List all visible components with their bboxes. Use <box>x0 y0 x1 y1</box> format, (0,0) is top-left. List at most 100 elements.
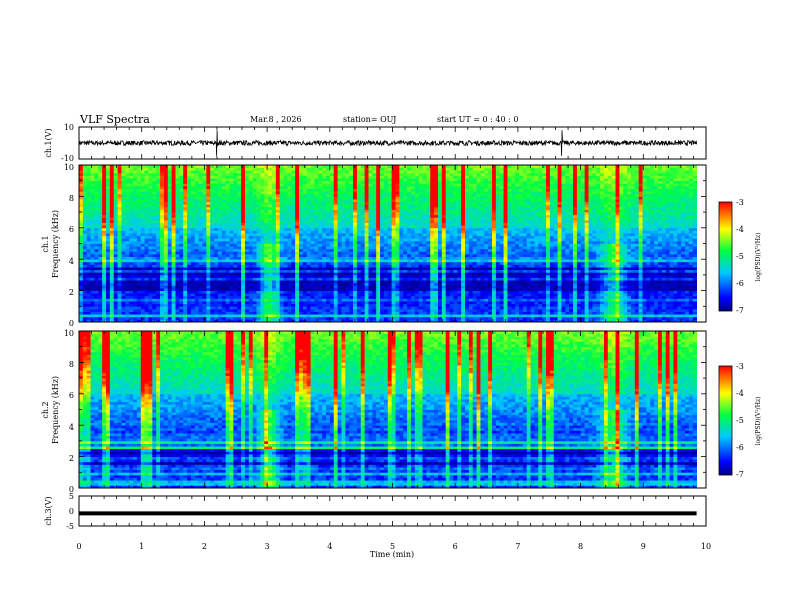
spectrogram-cell <box>90 201 95 205</box>
spectrogram-cell <box>121 303 126 307</box>
spectrogram-cell <box>194 287 200 291</box>
spectrogram-cell <box>368 196 373 200</box>
spectrogram-cell <box>221 298 227 302</box>
spectrogram-cell <box>295 227 300 231</box>
spectrogram-cell <box>268 201 273 205</box>
spectrogram-cell <box>109 235 115 239</box>
spectrogram-cell <box>310 183 315 187</box>
spectrogram-cell <box>387 306 393 310</box>
spectrogram-cell <box>237 269 242 273</box>
spectrogram-cell <box>117 295 122 299</box>
spectrogram-cell <box>206 193 211 197</box>
spectrogram-cell <box>106 191 111 195</box>
spectrogram-cell <box>244 233 250 237</box>
spectrogram-cell <box>109 191 115 195</box>
spectrogram-cell <box>90 274 95 278</box>
spectrogram-cell <box>160 314 165 318</box>
spectrogram-cell <box>272 212 277 216</box>
spectrogram-cell <box>272 316 277 320</box>
spectrogram-cell <box>129 167 134 171</box>
spectrogram-cell <box>113 209 118 213</box>
spectrogram-cell <box>241 185 246 189</box>
spectrogram-cell <box>90 191 95 195</box>
spectrogram-cell <box>214 248 219 252</box>
spectrogram-cell <box>183 298 188 302</box>
spectrogram-cell <box>275 204 281 208</box>
spectrogram-cell <box>79 301 84 305</box>
spectrogram-cell <box>221 222 227 226</box>
spectrogram-cell <box>125 269 130 273</box>
spectrogram-cell <box>264 248 269 252</box>
spectrogram-cell <box>229 199 234 203</box>
spectrogram-cell <box>306 233 311 237</box>
spectrogram-cell <box>202 243 207 247</box>
spectrogram-cell <box>109 199 115 203</box>
spectrogram-cell <box>148 274 153 278</box>
spectrogram-cell <box>202 256 207 260</box>
spectrogram-cell <box>106 196 111 200</box>
spectrogram-cell <box>129 293 134 297</box>
spectrogram-cell <box>102 209 107 213</box>
spectrogram-cell <box>291 269 296 273</box>
spectrogram-cell <box>94 204 99 208</box>
spectrogram-cell <box>268 282 273 286</box>
spectrogram-cell <box>256 293 261 297</box>
spectrogram-cell <box>360 261 366 265</box>
spectrogram-cell <box>210 217 215 221</box>
spectrogram-cell <box>187 191 192 195</box>
spectrogram-cell <box>337 214 342 218</box>
spectrogram-cell <box>133 253 138 257</box>
spectrogram-cell <box>206 314 211 318</box>
spectrogram-cell <box>183 301 188 305</box>
spectrogram-cell <box>136 253 142 257</box>
spectrogram-cell <box>217 272 223 276</box>
spectrogram-cell <box>175 199 180 203</box>
spectrogram-cell <box>252 251 257 255</box>
spectrogram-cell <box>360 178 366 182</box>
spectrogram-cell <box>299 212 304 216</box>
spectrogram-cell <box>109 212 115 216</box>
spectrogram-cell <box>194 240 200 244</box>
spectrogram-cell <box>260 233 265 237</box>
spectrogram-cell <box>383 267 389 271</box>
spectrogram-cell <box>248 214 254 218</box>
spectrogram-cell <box>129 311 134 315</box>
spectrogram-cell <box>156 316 161 320</box>
spectrogram-cell <box>387 225 393 229</box>
spectrogram-cell <box>287 311 292 315</box>
spectrogram-cell <box>102 264 107 268</box>
spectrogram-cell <box>241 235 246 239</box>
spectrogram-cell <box>329 233 335 237</box>
spectrogram-cell <box>79 238 84 242</box>
spectrogram-cell <box>125 188 130 192</box>
spectrogram-cell <box>82 178 88 182</box>
spectrogram-cell <box>106 235 111 239</box>
spectrogram-cell <box>337 259 342 263</box>
spectrogram-cell <box>272 308 277 312</box>
spectrogram-cell <box>345 193 350 197</box>
spectrogram-cell <box>175 261 180 265</box>
spectrogram-cell <box>391 282 396 286</box>
spectrogram-cell <box>248 251 254 255</box>
spectrogram-cell <box>144 212 149 216</box>
spectrogram-cell <box>175 277 180 281</box>
spectrogram-cell <box>360 167 366 171</box>
spectrogram-cell <box>283 316 288 320</box>
spectrogram-cell <box>314 233 319 237</box>
spectrogram-cell <box>148 235 153 239</box>
spectrogram-cell <box>264 170 269 174</box>
spectrogram-cell <box>183 227 188 231</box>
spectrogram-cell <box>140 251 146 255</box>
spectrogram-cell <box>148 193 153 197</box>
spectrogram-cell <box>349 272 354 276</box>
spectrogram-cell <box>190 219 196 223</box>
spectrogram-cell <box>152 225 157 229</box>
spectrogram-cell <box>125 201 130 205</box>
spectrogram-cell <box>333 274 339 278</box>
spectrogram-cell <box>198 251 203 255</box>
spectrogram-cell <box>233 172 238 176</box>
spectrogram-cell <box>241 191 246 195</box>
spectrogram-cell <box>264 253 269 257</box>
spectrogram-cell <box>356 233 362 237</box>
spectrogram-cell <box>260 219 265 223</box>
